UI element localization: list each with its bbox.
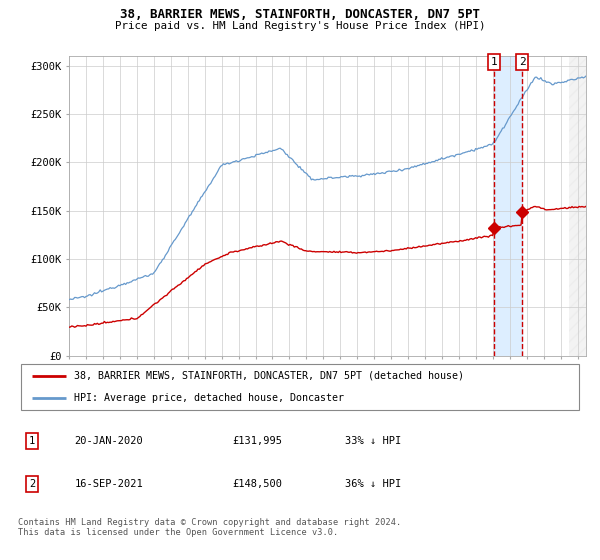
Text: 20-JAN-2020: 20-JAN-2020 [74,436,143,446]
FancyBboxPatch shape [21,365,578,409]
Text: 36% ↓ HPI: 36% ↓ HPI [345,479,401,489]
Text: 16-SEP-2021: 16-SEP-2021 [74,479,143,489]
Text: Price paid vs. HM Land Registry's House Price Index (HPI): Price paid vs. HM Land Registry's House … [115,21,485,31]
Text: 38, BARRIER MEWS, STAINFORTH, DONCASTER, DN7 5PT (detached house): 38, BARRIER MEWS, STAINFORTH, DONCASTER,… [74,371,464,381]
Text: 1: 1 [29,436,35,446]
Text: £148,500: £148,500 [232,479,283,489]
Text: 38, BARRIER MEWS, STAINFORTH, DONCASTER, DN7 5PT: 38, BARRIER MEWS, STAINFORTH, DONCASTER,… [120,8,480,21]
Text: 33% ↓ HPI: 33% ↓ HPI [345,436,401,446]
Text: 1: 1 [490,57,497,67]
Text: £131,995: £131,995 [232,436,283,446]
Text: 2: 2 [29,479,35,489]
Text: 2: 2 [519,57,526,67]
Bar [569,56,586,356]
Text: Contains HM Land Registry data © Crown copyright and database right 2024.
This d: Contains HM Land Registry data © Crown c… [18,518,401,538]
Text: HPI: Average price, detached house, Doncaster: HPI: Average price, detached house, Donc… [74,393,344,403]
Bar [494,56,522,356]
